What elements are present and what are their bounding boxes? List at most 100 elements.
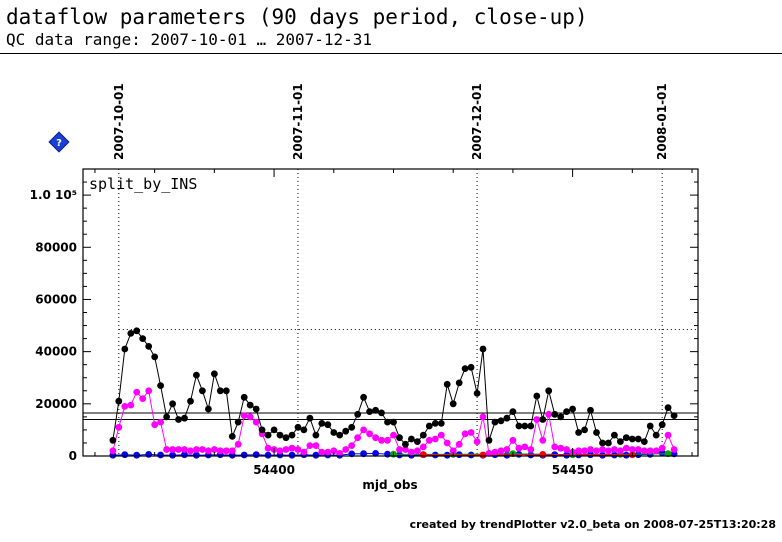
data-point [342,446,350,453]
data-point [503,446,511,453]
data-point [175,416,182,423]
data-point [127,401,135,409]
help-icon[interactable]: ? [48,131,70,153]
data-point [330,429,338,436]
date-marker-label: 2007-11-01 [291,83,305,160]
data-point [205,405,212,413]
data-point [628,435,636,443]
data-point [306,442,314,449]
data-point [234,440,242,448]
data-point [360,393,367,401]
data-range-subtitle: QC data range: 2007-10-01 … 2007-12-31 [6,30,373,49]
data-point [622,451,630,459]
data-point [443,380,451,388]
date-marker-label: 2007-12-01 [470,83,484,160]
trend-chart: 2007-10-01 2007-11-01 2007-12-01 2008-01-01… [30,83,699,493]
data-point [372,450,379,457]
series-0 [109,327,678,448]
panel-label: split_by_INS [89,175,197,193]
data-point [318,448,326,456]
data-point [455,440,463,448]
data-point [211,370,218,378]
data-point [664,431,672,439]
data-point [193,371,200,379]
data-point [246,401,254,409]
data-point [282,434,290,442]
data-point [354,410,362,418]
data-point [533,416,541,423]
data-point [617,447,624,455]
data-point [181,414,188,422]
data-point [324,421,332,429]
data-point [294,446,302,453]
data-point [139,335,147,342]
data-point [390,431,397,439]
data-point [216,387,224,395]
data-point [461,365,469,372]
data-point [491,418,499,426]
x-axis-label: mjd_obs [362,478,417,493]
data-point [652,447,660,455]
data-point [419,443,427,451]
data-point [593,429,600,436]
data-point [497,417,505,425]
x-tick-label: 54400 [253,463,295,477]
data-point [306,414,314,422]
data-point [151,353,159,361]
data-point [479,413,487,421]
data-point [139,395,147,402]
series-line [112,330,675,446]
y-tick-label: 20000 [35,397,77,411]
y-tick-label: 60000 [35,292,77,306]
data-point [270,426,278,434]
data-point [288,444,296,452]
data-point [276,431,284,439]
data-point [115,423,123,431]
data-point [145,451,153,458]
data-point [216,447,224,455]
data-point [622,434,630,442]
data-point [175,446,182,453]
data-point [527,446,535,453]
data-point [557,444,565,452]
page-title: dataflow parameters (90 days period, clo… [6,5,588,29]
data-point [599,439,606,447]
footer-credit: created by trendPlotter v2.0_beta on 200… [409,518,776,531]
data-series [109,327,678,459]
data-point [617,438,624,445]
data-point [545,387,553,395]
data-point [563,451,570,459]
data-point [384,418,391,426]
data-point [658,421,666,429]
data-point [461,430,469,438]
data-point [509,408,517,415]
data-point [563,408,570,415]
data-point [181,446,188,453]
date-marker-label: 2008-01-01 [655,83,669,160]
data-point [515,444,523,452]
data-point [115,397,123,405]
y-tick-label: 40000 [35,345,77,359]
data-point [437,431,445,439]
data-point [354,434,362,442]
data-point [234,418,242,426]
data-point [408,435,415,443]
data-point [282,446,290,453]
data-point [360,426,367,434]
data-point [670,446,678,453]
data-point [414,438,421,445]
data-point [563,446,570,453]
data-point [622,444,630,452]
data-point [205,447,212,455]
data-point [252,451,260,459]
data-point [187,397,194,405]
data-point [121,345,129,353]
data-point [581,426,588,434]
data-point [664,404,672,412]
data-point [396,434,403,442]
data-point [539,436,547,444]
data-point [437,420,445,427]
data-point [628,446,636,453]
data-point [640,447,648,455]
data-point [485,450,493,457]
